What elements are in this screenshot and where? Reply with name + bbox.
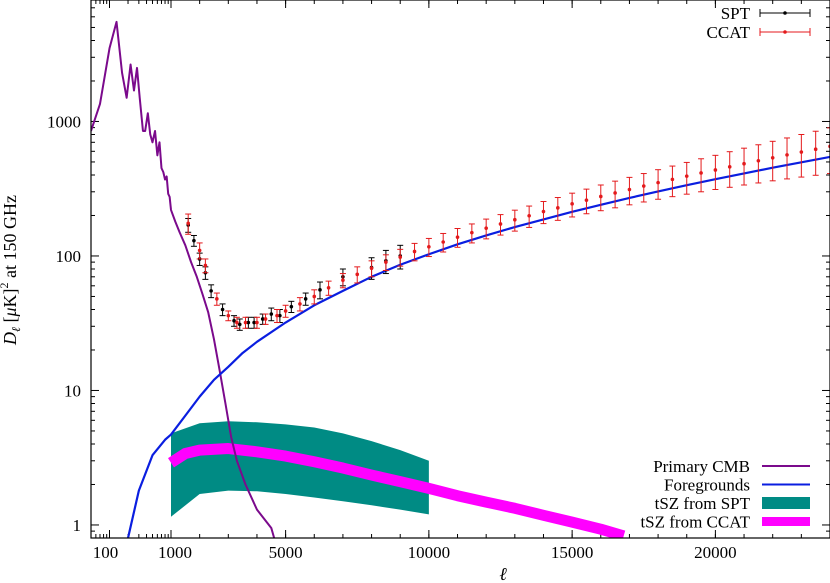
ccat-point	[441, 240, 445, 244]
legend-swatch-point	[783, 11, 787, 15]
y-axis-label-sub: ℓ	[9, 327, 23, 332]
ccat-point	[656, 180, 660, 185]
spt-point	[209, 289, 213, 293]
y-axis-label-sup: 2	[0, 282, 11, 288]
y-axis-label-part3: at 150 GHz	[0, 195, 20, 282]
legend-swatch-point	[783, 30, 787, 34]
ccat-point	[263, 317, 268, 321]
legend-label-bottom: Foregrounds	[664, 476, 750, 495]
y-axis-label-part1: [	[0, 317, 20, 328]
spt-point	[260, 317, 265, 321]
y-tick-label: 1	[73, 516, 82, 535]
spt-point	[232, 318, 236, 323]
x-tick-label: 10000	[408, 543, 451, 562]
y-tick-label: 100	[56, 247, 82, 266]
y-axis-label-var: D	[0, 332, 20, 346]
x-axis-label: ℓ	[499, 564, 507, 583]
ccat-point	[756, 158, 761, 163]
ccat-point	[641, 184, 646, 188]
plot-frame	[90, 0, 830, 539]
x-tick-label: 20000	[694, 543, 737, 562]
legend-label-bottom: tSZ from CCAT	[640, 513, 750, 532]
ccat-point	[226, 313, 231, 318]
legend-swatch-band	[762, 497, 810, 509]
ticks-and-grid: 1 10 100 1000 100 1000 5000 10000 15000 20000	[47, 0, 830, 562]
y-tick-label: 10	[64, 381, 81, 400]
spt-point	[192, 238, 196, 243]
series-primary-cmb-line	[91, 20, 276, 538]
plot-area	[91, 20, 830, 538]
ccat-point	[235, 320, 239, 325]
ccat-point	[556, 206, 560, 210]
ccat-point	[484, 226, 488, 230]
spt-point	[246, 320, 251, 325]
ccat-point	[369, 266, 374, 271]
y-axis-label-mu: μ	[0, 307, 20, 317]
spt-point	[289, 304, 294, 309]
x-tick-label: 5000	[269, 543, 303, 562]
legend-label-bottom: Primary CMB	[653, 457, 750, 476]
ccat-point	[255, 320, 259, 325]
legend-label-top: CCAT	[707, 23, 751, 42]
ccat-point	[412, 249, 417, 254]
y-axis-label-part2: K]	[0, 288, 20, 307]
ccat-point	[627, 187, 632, 192]
ccat-point	[670, 177, 675, 182]
ccat-point	[215, 297, 219, 301]
y-axis-label: Dℓ [μK]2 at 150 GHz	[0, 195, 23, 346]
ccat-point	[598, 194, 603, 199]
ccat-point	[203, 263, 208, 268]
ccat-point	[570, 202, 574, 206]
ccat-point	[799, 150, 804, 154]
ccat-point	[355, 272, 360, 277]
spt-point	[303, 297, 308, 301]
ccat-point	[498, 222, 503, 226]
ccat-point	[584, 198, 589, 202]
ccat-point	[699, 171, 703, 175]
spt-point	[252, 320, 256, 325]
x-tick-label: 15000	[551, 543, 594, 562]
ccat-point	[243, 320, 248, 325]
ccat-point	[283, 309, 288, 313]
y-tick-label: 1000	[47, 112, 81, 131]
ccat-point	[384, 260, 388, 264]
plot-series	[91, 20, 830, 538]
x-tick-label: 100	[93, 543, 119, 562]
spt-point	[278, 313, 282, 318]
ccat-point	[727, 165, 732, 169]
x-tick-label: 1000	[158, 543, 192, 562]
legend-label-bottom: tSZ from SPT	[655, 494, 751, 513]
ccat-point	[427, 244, 431, 249]
ccat-point	[197, 248, 202, 253]
spt-point	[318, 288, 322, 292]
ccat-point	[341, 278, 345, 283]
ccat-point	[527, 213, 531, 218]
ccat-point	[186, 221, 190, 226]
ccat-point	[770, 155, 775, 160]
ccat-point	[742, 161, 746, 166]
ccat-point	[785, 153, 789, 157]
ccat-point	[275, 313, 279, 318]
ccat-point	[470, 230, 474, 235]
ccat-point	[613, 191, 617, 195]
spt-point	[269, 312, 274, 316]
ccat-point	[813, 147, 818, 152]
ccat-point	[541, 209, 546, 214]
series-tsz-ccat-line	[168, 443, 626, 538]
ccat-point	[513, 217, 517, 222]
legend-label-top: SPT	[721, 4, 751, 23]
ccat-point	[326, 285, 331, 290]
spt-point	[237, 322, 242, 327]
ccat-point	[455, 235, 460, 239]
ccat-point	[298, 302, 302, 306]
ccat-point	[398, 255, 403, 259]
ccat-point	[312, 294, 317, 299]
spt-point	[220, 307, 225, 312]
ccat-point	[684, 174, 689, 178]
ccat-point	[713, 168, 718, 172]
